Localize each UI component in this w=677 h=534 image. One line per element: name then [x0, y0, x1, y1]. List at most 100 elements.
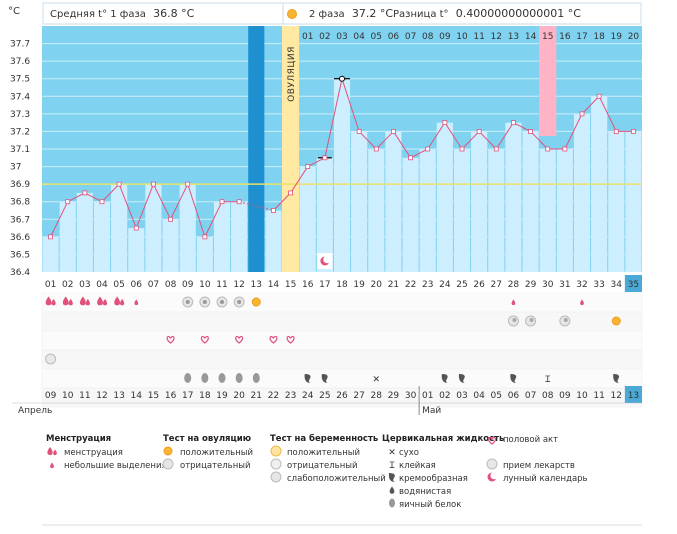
phase2-day-label: 20 — [628, 32, 640, 42]
legend-title: Тест на беременность — [270, 433, 378, 444]
date-label: 11 — [593, 391, 604, 401]
legend-item: прием лекарств — [503, 461, 575, 471]
creamy-icon — [388, 473, 395, 482]
data-point — [322, 155, 328, 161]
legend-sex-heart-icon — [487, 436, 497, 445]
ovulation-test-positive-icon — [611, 316, 621, 326]
data-point — [528, 129, 533, 134]
phase2-day-label: 18 — [593, 32, 605, 42]
cycle-day-label: 14 — [268, 280, 280, 290]
date-label: 17 — [182, 391, 193, 401]
line-segment — [461, 131, 480, 150]
bar — [556, 149, 573, 272]
creamy-icon — [613, 374, 620, 383]
line-segment-dashed — [273, 192, 291, 211]
date-label: 07 — [525, 391, 536, 401]
y-unit-label: °C — [8, 6, 20, 17]
date-label: 09 — [559, 391, 571, 401]
legend-item: яичный белок — [399, 500, 461, 510]
medicine-pill-icon — [45, 353, 57, 365]
light-discharge-icon — [580, 299, 584, 306]
bar — [162, 219, 179, 272]
cycle-day-label: 20 — [371, 280, 383, 290]
line-segment — [564, 113, 583, 150]
pregnancy-test-weak-dot — [512, 318, 517, 322]
date-label: 19 — [216, 391, 228, 401]
sticky-icon: Ɪ — [389, 461, 394, 471]
cycle-day-label: 18 — [336, 280, 348, 290]
legend-pregnancy-positive-icon — [270, 445, 282, 457]
line-segment — [341, 78, 360, 132]
bar — [573, 113, 591, 272]
cycle-day-label: 28 — [508, 280, 520, 290]
legend-item: водянистая — [399, 487, 451, 497]
phase2-day-label: 11 — [473, 32, 484, 42]
date-label: 14 — [131, 391, 143, 401]
y-tick-label: 37.3 — [10, 110, 30, 120]
data-point — [562, 146, 568, 152]
phase1-prefix: Средняя t° 1 фаза — [50, 9, 146, 20]
mucus-row: ✕ Ɪ — [184, 373, 620, 385]
cycle-day-label: 22 — [405, 280, 416, 290]
line-segment — [101, 183, 120, 203]
cycle-day-label: 10 — [199, 280, 211, 290]
phase2-text: 2 фаза 37.2 °C — [309, 7, 393, 20]
legend-item: сухо — [399, 448, 419, 458]
data-point — [271, 208, 276, 213]
date-label: 01 — [422, 391, 433, 401]
cycle-day-label: 23 — [422, 280, 433, 290]
date-label: 08 — [542, 391, 554, 401]
data-point — [391, 129, 396, 134]
legend-ovulation-positive-icon — [163, 446, 173, 456]
date-label: 12 — [611, 391, 622, 401]
legend-pregnancy-negative-icon — [270, 458, 282, 470]
symptom-row-band — [41, 311, 643, 332]
date-label: 13 — [113, 391, 124, 401]
bar — [453, 149, 471, 272]
date-label: 20 — [233, 391, 245, 401]
cycle-day-label: 17 — [319, 280, 330, 290]
line-segment — [393, 131, 411, 159]
cycle-day-label: 13 — [251, 280, 262, 290]
line-segment — [495, 122, 514, 150]
date-label: 16 — [165, 391, 177, 401]
menstruation-icon — [102, 299, 108, 306]
legend-item: клейкая — [399, 461, 436, 471]
phase2-value: 37.2 °C — [352, 7, 393, 20]
line-segment — [530, 131, 549, 150]
data-point — [202, 234, 208, 240]
bar — [316, 157, 333, 272]
cycle-day-label: 03 — [79, 280, 90, 290]
date-label: 29 — [388, 391, 400, 401]
date-label: 22 — [268, 391, 279, 401]
data-point — [579, 111, 585, 117]
temperature-line — [50, 78, 634, 238]
moon-icon-cut — [323, 255, 331, 264]
y-tick-label: 37.5 — [10, 75, 30, 85]
date-label: 24 — [302, 391, 314, 401]
ovulation-label: ОВУЛЯЦИЯ — [287, 46, 297, 102]
menstruation-icon — [79, 296, 86, 306]
data-point — [151, 181, 156, 187]
line-segment-dashed — [239, 201, 274, 211]
phase2-day-label: 17 — [576, 32, 587, 42]
cycle-day-label: 05 — [113, 280, 124, 290]
legend-item: кремообразная — [399, 474, 468, 484]
data-point — [476, 129, 482, 134]
y-tick-label: 37.4 — [10, 92, 30, 102]
bar — [231, 201, 248, 272]
data-point — [373, 146, 379, 152]
legend-item: менструация — [64, 448, 123, 458]
data-point-peak — [339, 75, 345, 82]
sex-heart-icon — [166, 335, 175, 344]
symptom-row-band — [41, 349, 643, 370]
legend-item: положительный — [180, 448, 253, 458]
menstruation-icon — [45, 296, 52, 306]
date-label: 27 — [353, 391, 364, 401]
phase2-day-label: 14 — [525, 32, 537, 42]
diff-prefix: Разница t° — [393, 9, 449, 20]
phase2-box — [282, 2, 642, 25]
line-segment — [598, 96, 617, 132]
phase2-day-label: 07 — [405, 32, 416, 42]
date-label: 06 — [508, 391, 520, 401]
